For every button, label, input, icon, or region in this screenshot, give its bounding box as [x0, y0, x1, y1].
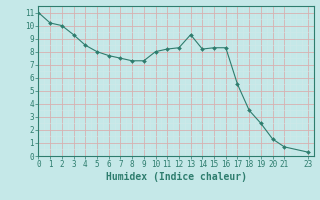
X-axis label: Humidex (Indice chaleur): Humidex (Indice chaleur) [106, 172, 246, 182]
